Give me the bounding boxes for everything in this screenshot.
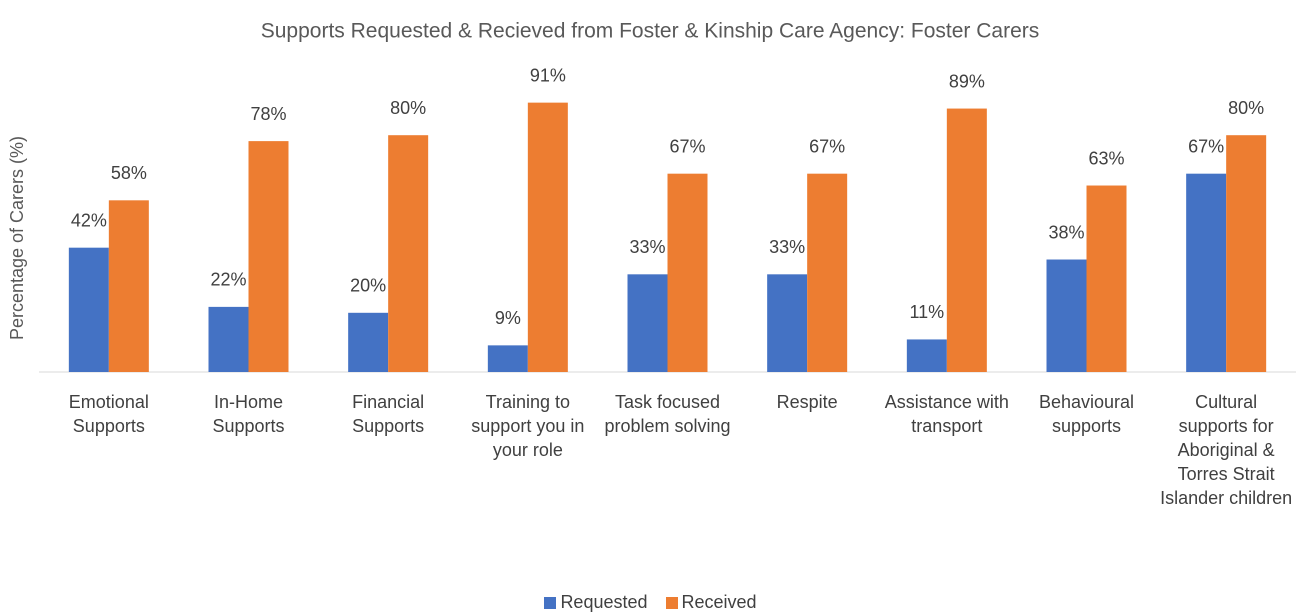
x-tick-label: Task focused problem solving [604,392,731,436]
bar [487,345,528,372]
bar [906,339,947,372]
x-tick-label: Training to support you in your role [471,392,585,460]
bar [1046,259,1087,372]
bar [388,135,429,372]
bar [108,200,149,372]
value-label: 9% [495,308,521,328]
x-tick-label: Assistance with transport [884,392,1009,436]
value-label: 80% [1228,98,1264,118]
value-label: 67% [669,136,705,156]
value-label: 58% [111,163,147,183]
legend: Requested Received [0,592,1301,613]
value-label: 20% [350,276,386,296]
bar [348,312,389,372]
x-tick-label: In-Home Supports [212,392,285,436]
bar [667,173,708,372]
value-label: 11% [909,302,944,322]
value-label: 38% [1048,222,1084,242]
x-tick-label: Behavioural supports [1038,392,1135,436]
legend-label: Requested [560,592,648,612]
value-label: 91% [530,65,566,85]
bar [527,102,568,372]
bar [248,141,289,372]
bar [68,247,109,372]
legend-swatch [665,596,678,609]
value-label: 67% [1188,136,1224,156]
bar [946,108,987,372]
y-axis-label: Percentage of Carers (%) [7,136,27,340]
legend-swatch [544,596,557,609]
bar [1186,173,1227,372]
bar [627,274,668,372]
legend-label: Received [681,592,757,612]
x-tick-label: Financial Supports [352,392,425,436]
value-label: 33% [769,237,805,257]
value-label: 33% [629,237,665,257]
value-label: 80% [390,98,426,118]
x-tick-label: Cultural supports for Aboriginal & Torre… [1160,392,1293,508]
bar [767,274,808,372]
x-tick-label: Respite [776,392,838,412]
value-label: 67% [809,136,845,156]
value-label: 78% [250,104,286,124]
bar [1086,185,1127,372]
value-label: 42% [71,210,107,230]
value-label: 22% [210,270,246,290]
legend-item: Received [665,592,757,613]
chart-title: Supports Requested & Recieved from Foste… [261,20,1040,43]
bar [208,306,249,372]
legend-item: Requested [544,592,648,613]
x-tick-label: Emotional Supports [68,392,149,436]
value-label: 89% [949,71,985,91]
value-label: 63% [1088,148,1124,168]
bar [807,173,848,372]
bar [1226,135,1267,372]
